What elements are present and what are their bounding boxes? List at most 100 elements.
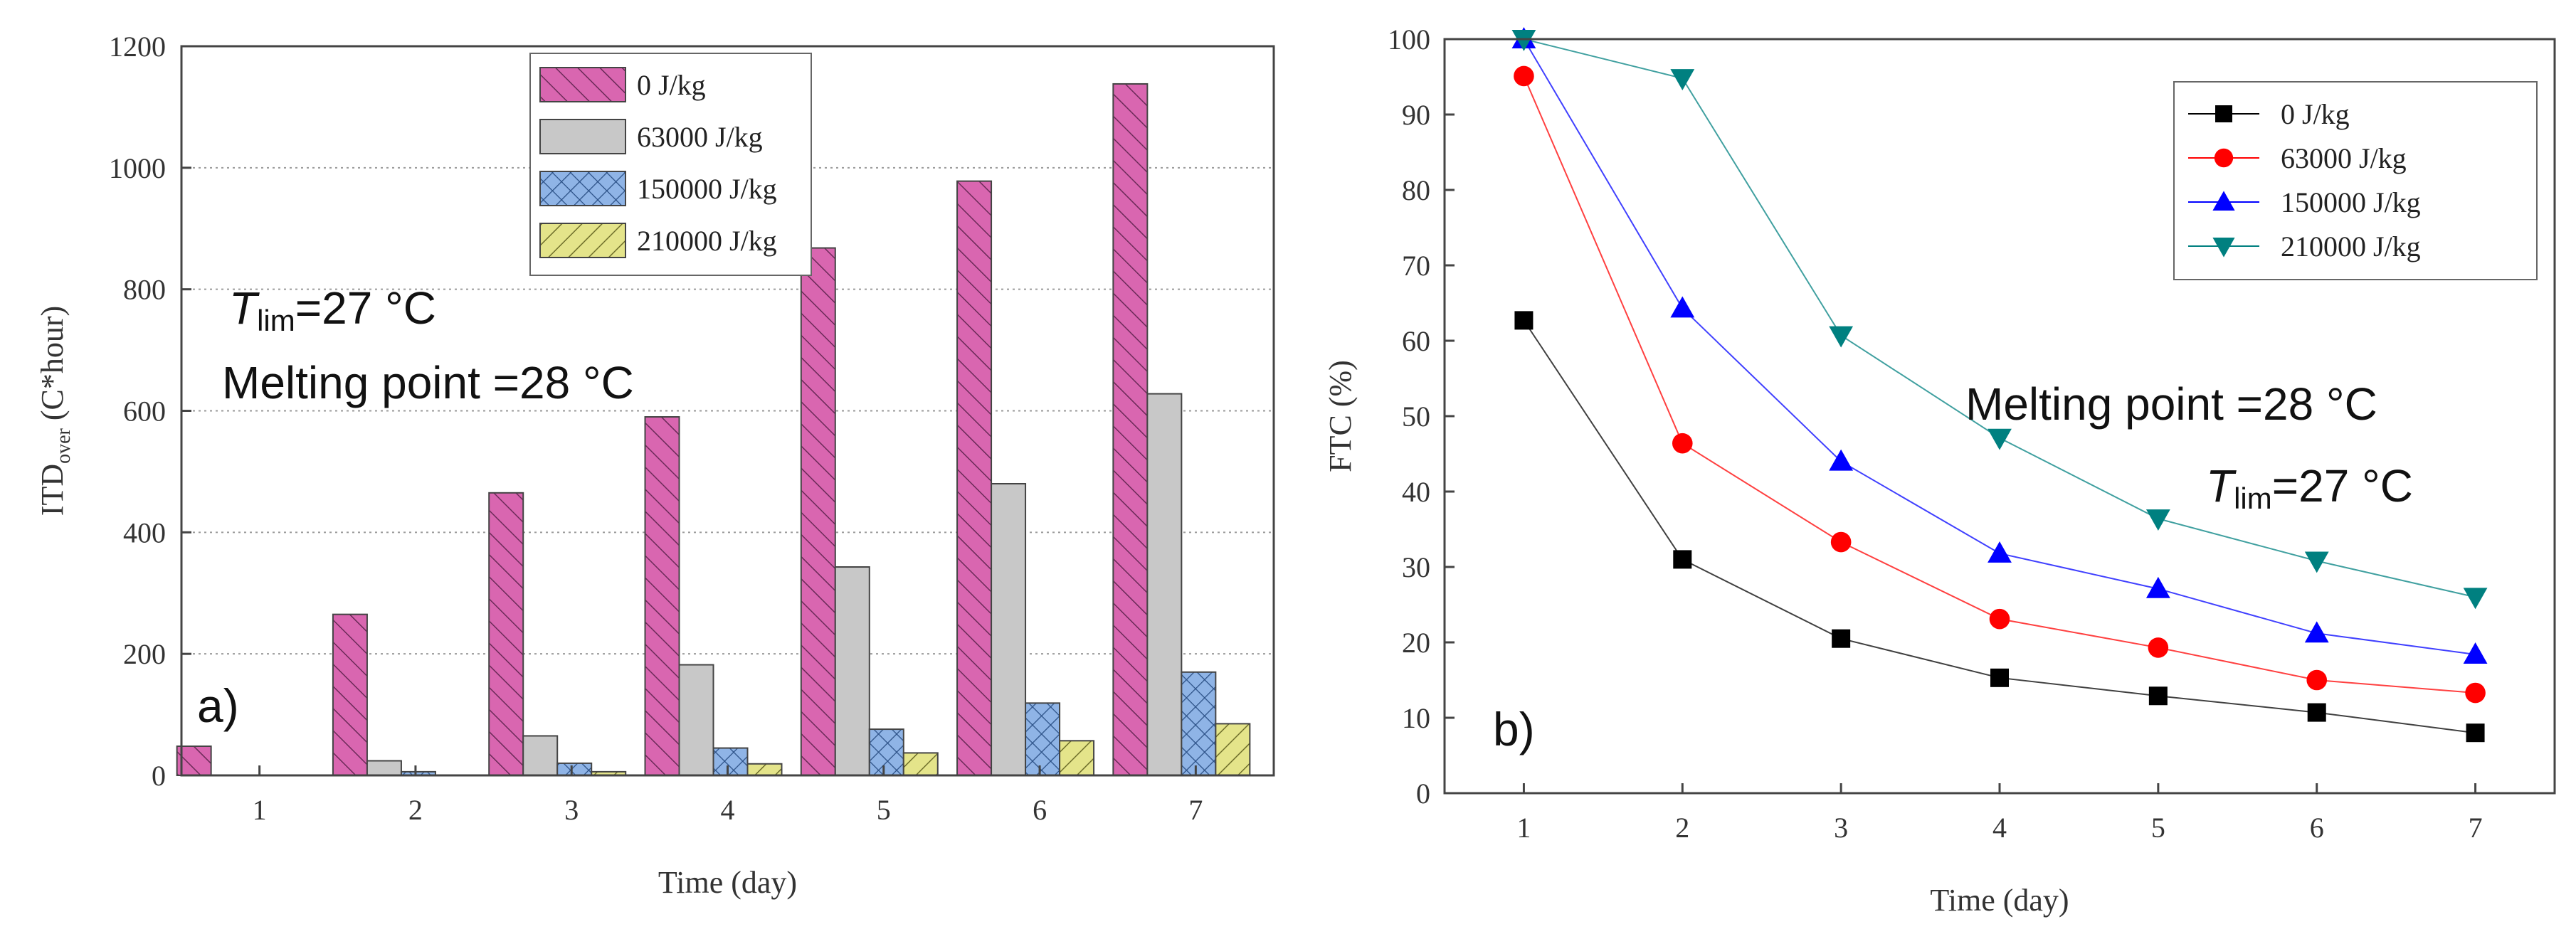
tlim-symbol: T [2206,460,2237,511]
point-0-j-kg-day-4 [1990,668,2009,687]
legend-marker-63000-j-kg [2214,148,2234,168]
legend-marker-210000-j-kg [2212,238,2235,258]
legend-label-210000-j-kg: 210000 J/kg [2281,230,2421,262]
bar-0-j-kg-day-2 [332,613,368,776]
y-tick-label: 0 [1416,778,1430,810]
y-tick-label: 40 [1402,476,1430,508]
x-tick-label: 5 [877,794,891,826]
legend-label-210000-j-kg: 210000 J/kg [637,225,777,257]
x-tick-label: 6 [1033,794,1047,826]
y-tick-label: 800 [123,274,166,306]
x-tick-label: 2 [1675,812,1689,844]
point-0-j-kg-day-5 [2148,686,2168,706]
bar-chart-panel: 0 200 400 600 800 1000 1200 1 2 3 4 5 6 7 Time (day)… [35,31,1275,900]
y-axis-title-main: ITD [35,464,70,516]
bar-210000-j-kg-day-6 [1059,740,1095,776]
y-tick-label: 20 [1402,627,1430,659]
y-tick-label: 600 [123,396,166,428]
bar-0-j-kg-day-3 [488,492,524,776]
point-150000-j-kg-day-7 [2463,642,2488,664]
panel-label-b: b) [1493,703,1535,755]
bar-63000-j-kg-day-2 [366,760,402,776]
bar-210000-j-kg-day-7 [1215,723,1251,776]
bar-63000-j-kg-day-6 [991,483,1027,776]
legend-marker-150000-j-kg [2212,191,2235,211]
y-tick-label: 50 [1402,400,1430,433]
bar-63000-j-kg-day-3 [522,735,559,776]
tlim-subscript: lim [257,304,295,337]
point-63000-j-kg-day-3 [1830,531,1852,553]
y-tick-label: 0 [152,760,166,792]
point-150000-j-kg-day-6 [2304,621,2329,643]
bar-chart: 0 200 400 600 800 1000 1200 1 2 3 4 5 6 7 Time (day)… [35,31,1275,900]
melting-point-annotation: Melting point =28 °C [1965,378,2377,430]
bar-150000-j-kg-day-4 [712,747,749,776]
bar-210000-j-kg-day-5 [902,752,939,777]
legend-label-150000-j-kg: 150000 J/kg [637,173,777,205]
x-tick-label: 1 [253,794,267,826]
x-axis-title: Time (day) [658,865,797,900]
tlim-symbol: T [229,282,260,334]
x-tick-label: 5 [2151,812,2165,844]
point-63000-j-kg-day-1 [1514,65,1534,87]
point-150000-j-kg-day-4 [1988,541,2012,563]
bar-150000-j-kg-day-6 [1025,702,1061,777]
x-axis-title: Time (day) [1930,883,2069,918]
x-tick-label: 1 [1516,812,1531,844]
point-210000-j-kg-day-3 [1829,326,1854,348]
legend-swatch-210000-j-kg [539,223,626,258]
tlim-annotation: Tlim=27 °C [2206,460,2413,515]
point-210000-j-kg-day-1 [1511,30,1536,51]
panel-label-a: a) [197,679,239,732]
point-150000-j-kg-day-5 [2145,576,2170,598]
bar-0-j-kg-day-7 [1112,83,1149,777]
point-63000-j-kg-day-7 [2465,682,2486,704]
bar-210000-j-kg-day-4 [746,763,783,777]
y-tick-label: 30 [1402,551,1430,583]
point-0-j-kg-day-2 [1673,550,1692,569]
legend-label-0-j-kg: 0 J/kg [637,69,706,101]
point-0-j-kg-day-6 [2307,703,2326,722]
y-tick-label: 200 [123,638,166,670]
y-tick-label: 100 [1388,23,1430,55]
point-150000-j-kg-day-2 [1670,296,1695,318]
x-tick-label: 7 [1188,794,1203,826]
y-axis-title-subscript: over [53,428,75,463]
y-tick-label: 80 [1402,174,1430,206]
x-tick-label: 6 [2310,812,2324,844]
y-axis-title: FTC (%) [1323,360,1358,472]
bar-150000-j-kg-day-7 [1181,671,1217,777]
line-chart-panel: 0 10 20 30 40 50 60 70 80 90 100 1 2 3 4 5 6 7 Time (day… [1288,0,2576,939]
y-tick-label: 400 [123,516,166,548]
y-tick-label: 1200 [109,31,166,63]
point-0-j-kg-day-7 [2466,723,2485,743]
y-tick-label: 70 [1402,250,1430,282]
point-63000-j-kg-day-6 [2306,669,2328,691]
legend: 0 J/kg 63000 J/kg 150000 J/kg 210000 J/kg [529,53,812,276]
point-210000-j-kg-day-5 [2145,509,2170,531]
point-210000-j-kg-day-6 [2304,551,2329,573]
legend-swatch-0-j-kg [539,67,626,102]
bar-0-j-kg-day-6 [956,180,993,776]
x-tick-label: 4 [1992,812,2007,844]
legend-label-0-j-kg: 0 J/kg [2281,98,2350,130]
point-150000-j-kg-day-3 [1829,449,1854,471]
tlim-annotation: Tlim=27 °C [229,282,436,337]
y-tick-label: 10 [1402,702,1430,734]
y-axis-title: ITDover (C*hour) [35,306,75,516]
legend-marker-0-j-kg [2215,105,2232,122]
bar-63000-j-kg-day-4 [678,664,714,777]
bar-63000-j-kg-day-7 [1146,393,1183,776]
tlim-subscript: lim [2234,482,2272,515]
x-tick-label: 4 [721,794,735,826]
y-axis-title-tail: (C*hour) [35,306,70,428]
point-63000-j-kg-day-4 [1989,608,2010,630]
legend-label-63000-j-kg: 63000 J/kg [637,121,763,153]
legend-swatch-63000-j-kg [539,119,626,154]
bar-0-j-kg-day-4 [644,416,680,777]
point-210000-j-kg-day-4 [1988,428,2012,450]
legend: 0 J/kg 63000 J/kg 150000 J/kg 210000 J/kg [2173,81,2538,280]
bar-63000-j-kg-day-5 [834,566,870,776]
line-chart: 0 10 20 30 40 50 60 70 80 90 100 1 2 3 4 5 6 7 Time (day… [1323,23,2556,918]
legend-swatch-150000-j-kg [539,171,626,206]
